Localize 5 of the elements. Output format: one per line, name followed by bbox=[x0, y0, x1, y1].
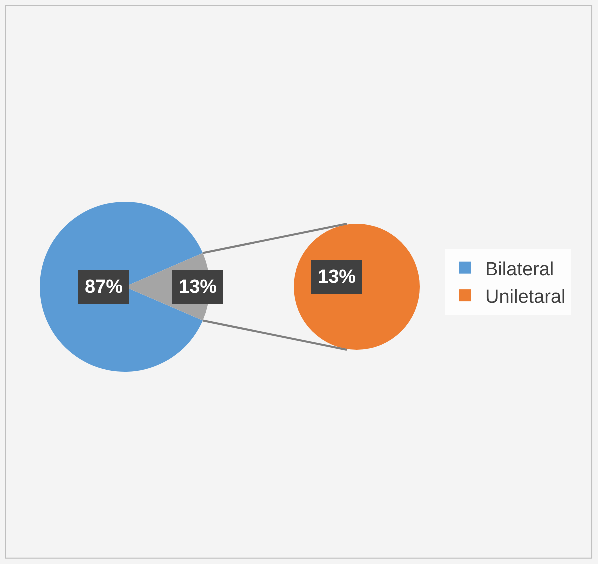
data-label: 13% bbox=[179, 277, 218, 298]
legend-label: Bilateral bbox=[486, 259, 554, 280]
data-label: 13% bbox=[318, 267, 356, 288]
legend-label: Uniletaral bbox=[486, 286, 566, 308]
data-label: 87% bbox=[85, 277, 124, 298]
